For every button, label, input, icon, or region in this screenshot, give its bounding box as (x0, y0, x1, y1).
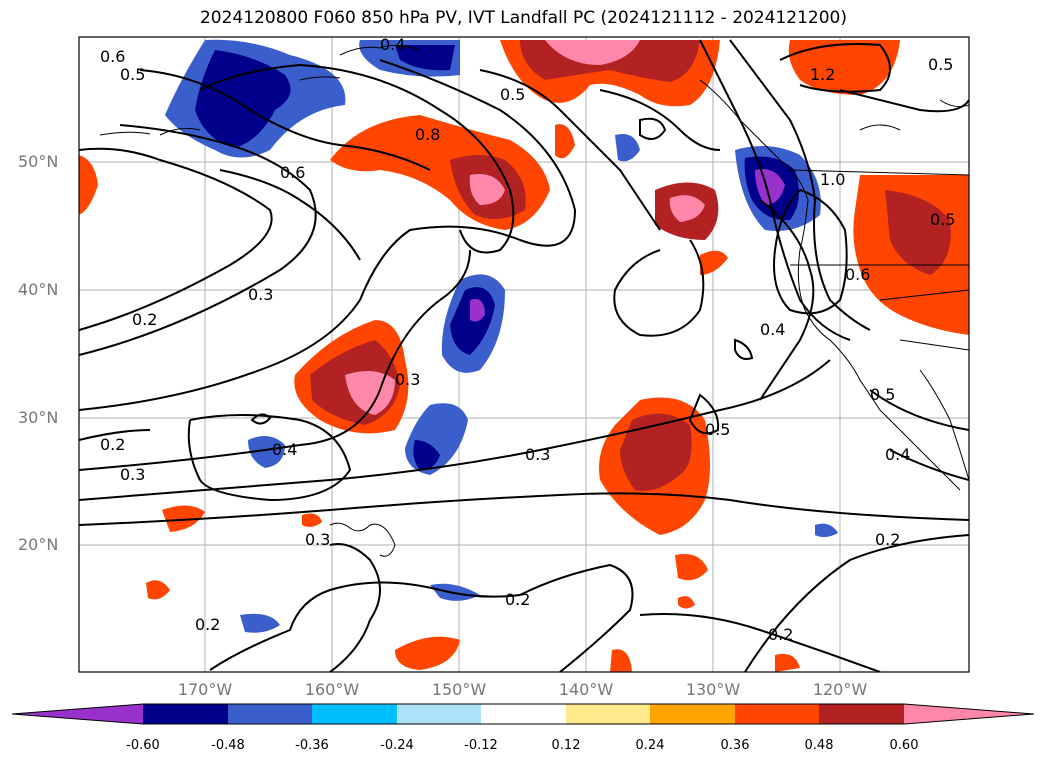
contour-label: 0.4 (272, 440, 297, 459)
colorbar (11, 703, 1035, 725)
colorbar-tick: 0.36 (720, 738, 750, 753)
contour-label: 0.3 (248, 285, 273, 304)
contour-label: 0.5 (120, 65, 145, 84)
colorbar-tick: -0.36 (295, 738, 329, 753)
contour-label: 0.4 (380, 35, 405, 54)
contour-label: 0.5 (500, 85, 525, 104)
contour-label: 0.6 (280, 163, 305, 182)
colorbar-tick: -0.24 (380, 738, 414, 753)
contour-label: 0.5 (705, 420, 730, 439)
contour-labels: 0.6 0.5 0.8 0.6 0.5 1.2 1.0 0.5 0.6 0.4 … (100, 35, 955, 644)
map-frame (78, 36, 970, 673)
contour-label: 0.6 (100, 47, 125, 66)
lon-label-150w: 150°W (431, 680, 487, 699)
lat-label-50n: 50°N (18, 152, 59, 171)
lon-label-140w: 140°W (558, 680, 614, 699)
pv-shading (79, 39, 969, 672)
contour-label: 0.2 (195, 615, 220, 634)
lon-label-170w: 170°W (177, 680, 233, 699)
lat-label-40n: 40°N (18, 280, 59, 299)
contour-label: 0.2 (100, 435, 125, 454)
lat-label-20n: 20°N (18, 535, 59, 554)
coastlines (99, 44, 969, 557)
contour-label: 1.2 (810, 65, 835, 84)
contour-label: 0.6 (845, 265, 870, 284)
contour-label: 0.3 (305, 530, 330, 549)
contour-label: 0.3 (395, 370, 420, 389)
contour-label: 0.3 (525, 445, 550, 464)
map-plot-area: 0.6 0.5 0.8 0.6 0.5 1.2 1.0 0.5 0.6 0.4 … (79, 35, 969, 672)
contour-label: 0.5 (930, 210, 955, 229)
colorbar-tick: 0.60 (889, 738, 919, 753)
contour-label: 0.8 (415, 125, 440, 144)
lon-label-160w: 160°W (304, 680, 360, 699)
contour-label: 0.4 (885, 445, 910, 464)
contour-label: 1.0 (820, 170, 845, 189)
colorbar-tick: 0.24 (635, 738, 665, 753)
contour-label: 0.2 (505, 590, 530, 609)
lon-label-120w: 120°W (812, 680, 868, 699)
pv-contours (79, 39, 969, 672)
contour-label: 0.2 (132, 310, 157, 329)
contour-label: 0.2 (768, 625, 793, 644)
contour-label: 0.4 (760, 320, 785, 339)
contour-label: 0.5 (928, 55, 953, 74)
colorbar-tick: -0.48 (211, 738, 245, 753)
contour-label: 0.5 (870, 385, 895, 404)
contour-label: 0.3 (120, 465, 145, 484)
lon-label-130w: 130°W (685, 680, 741, 699)
contour-label: 0.2 (875, 530, 900, 549)
colorbar-tick: -0.12 (464, 738, 498, 753)
colorbar-tick: 0.48 (804, 738, 834, 753)
colorbar-tick: -0.60 (126, 738, 160, 753)
map-title: 2024120800 F060 850 hPa PV, IVT Landfall… (199, 8, 847, 28)
lat-label-30n: 30°N (18, 408, 59, 427)
colorbar-tick: 0.12 (551, 738, 581, 753)
